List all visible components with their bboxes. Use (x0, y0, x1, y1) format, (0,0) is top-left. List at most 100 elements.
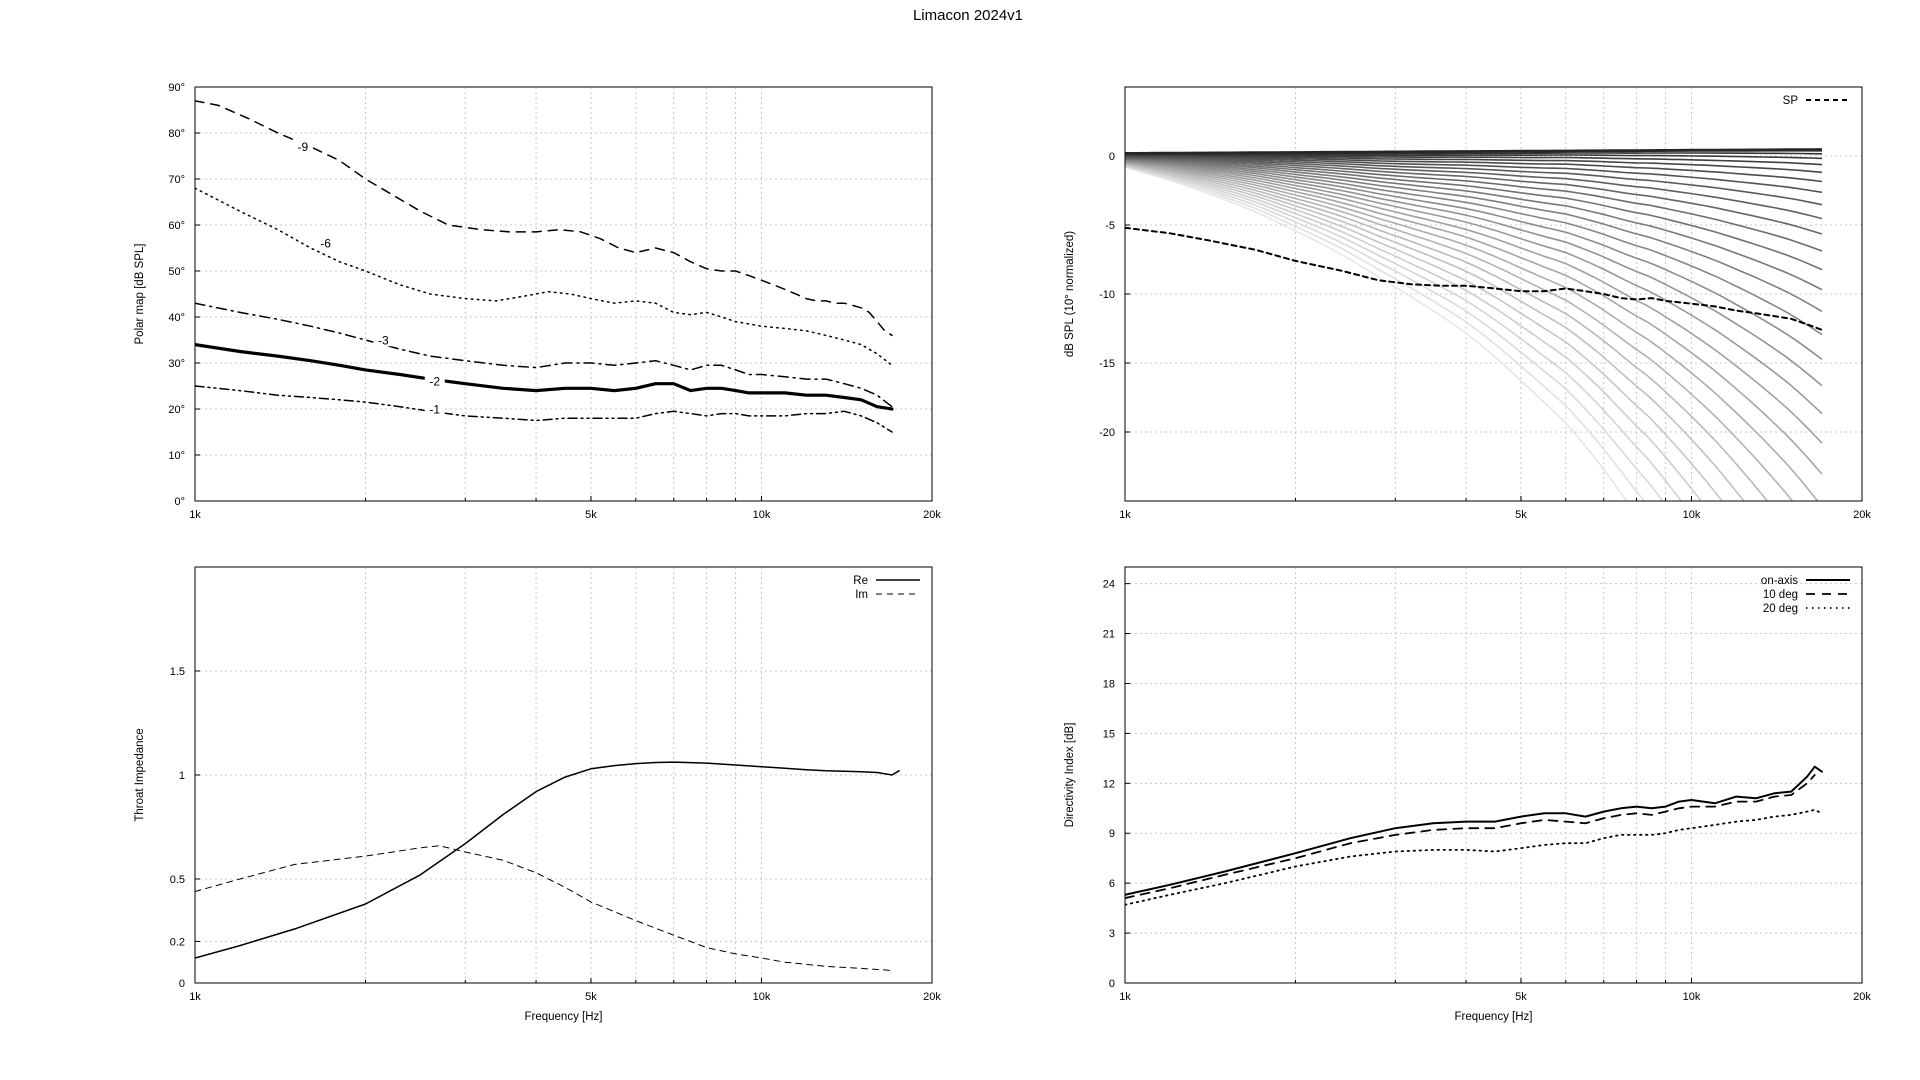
y-tick-label: 0.5 (170, 874, 185, 886)
polar-curve (1125, 157, 1823, 235)
plot-area (1125, 148, 1823, 501)
polar-curve (1125, 166, 1628, 501)
y-axis-label: Throat Impedance (134, 728, 146, 821)
y-tick-label: 60° (168, 220, 185, 232)
x-tick-label: 5k (1515, 509, 1527, 521)
series-line--3 (195, 302, 893, 408)
polar-curve (1125, 156, 1823, 220)
y-tick-label: 90° (168, 82, 185, 94)
y-tick-label: 80° (168, 128, 185, 140)
x-tick-label: 1k (1119, 991, 1131, 1003)
polar-curve (1125, 164, 1683, 501)
y-tick-label: 21 (1103, 629, 1115, 641)
contour-label: -6 (320, 237, 331, 251)
series-line--9 (195, 100, 893, 337)
plot-frame (1124, 566, 1863, 984)
polar-curve (1125, 161, 1823, 475)
y-tick-label: 0 (179, 978, 185, 990)
x-tick-label: 5k (585, 991, 597, 1003)
plot-frame (1124, 86, 1863, 502)
y-tick-label: 40° (168, 312, 185, 324)
polar-curve (1125, 158, 1823, 271)
x-tick-label: 1k (189, 991, 201, 1003)
chart-directivity-index: 1k 5k 10k 20k 0 3 6 9 12 15 18 21 24 Directivity Inde… (1064, 566, 1871, 1023)
polar-curve (1125, 155, 1823, 194)
polar-curve (1125, 163, 1724, 501)
y-axis-label: Polar map [dB SPL] (134, 244, 146, 345)
legend-label: SP (1783, 95, 1799, 107)
x-tick-label: 5k (1515, 991, 1527, 1003)
polar-curve (1125, 163, 1769, 501)
polar-curve (1125, 161, 1823, 444)
y-tick-label: 15 (1103, 728, 1115, 740)
y-tick-label: 0 (1109, 978, 1115, 990)
y-tick-label: 30° (168, 358, 185, 370)
y-tick-label: 12 (1103, 778, 1115, 790)
y-tick-label: 70° (168, 174, 185, 186)
y-tick-label: 20° (168, 404, 185, 416)
page-title: Limacon 2024v1 (913, 7, 1023, 24)
y-tick-label: 18 (1103, 678, 1115, 690)
legend-label: on-axis (1761, 575, 1798, 587)
legend-label: 20 deg (1763, 603, 1798, 615)
polar-curve (1125, 159, 1823, 336)
polar-curve (1125, 158, 1823, 313)
polar-curve (1125, 154, 1823, 174)
y-tick-label: 3 (1109, 928, 1115, 940)
series-line--1 (195, 385, 893, 433)
y-tick-label: 0.2 (170, 936, 185, 948)
series-line--6 (195, 187, 893, 367)
polar-curve (1125, 162, 1819, 501)
x-axis-label: Frequency [Hz] (1455, 1011, 1533, 1023)
series-line-10-deg (1125, 774, 1816, 899)
y-tick-label: -5 (1105, 220, 1115, 232)
x-tick-label: 20k (1853, 509, 1871, 521)
x-tick-label: 5k (585, 509, 597, 521)
x-axis-label: Frequency [Hz] (525, 1011, 603, 1023)
y-tick-label: 0 (1109, 151, 1115, 163)
polar-curve (1125, 165, 1646, 501)
contour-label-bg (315, 236, 336, 250)
x-tick-label: 10k (753, 991, 771, 1003)
polar-curve (1125, 164, 1703, 501)
contour-label-bg (292, 140, 313, 154)
y-tick-label: 6 (1109, 878, 1115, 890)
y-tick-label: -15 (1099, 358, 1115, 370)
y-tick-label: 50° (168, 266, 185, 278)
chart-polar-map: 1k 5k 10k 20k 0° 10° 20° 30° 40° 50° 60° 70° 80° 90° P… (134, 82, 941, 521)
plot-frame (194, 566, 933, 984)
contour-label-bg (424, 402, 445, 416)
polar-curve (1125, 156, 1823, 206)
chart-spl-normalized: 1k 5k 10k 20k -20 -15 -10 -5 0 dB SPL (10° normal… (1064, 86, 1871, 521)
polar-curve (1125, 160, 1823, 415)
polar-curve (1125, 162, 1794, 501)
y-axis-label: Directivity Index [dB] (1064, 723, 1076, 828)
y-tick-label: 9 (1109, 828, 1115, 840)
series-line-im (195, 845, 893, 971)
plot-frame (194, 86, 933, 502)
x-tick-label: 20k (1853, 991, 1871, 1003)
polar-curve (1125, 159, 1823, 361)
series-line-sp (1125, 226, 1823, 331)
contour-label: -3 (378, 333, 389, 347)
x-tick-label: 1k (189, 509, 201, 521)
x-tick-label: 10k (1683, 509, 1701, 521)
plot-area (1125, 765, 1823, 906)
legend-label: 10 deg (1763, 589, 1798, 601)
legend-label: Im (855, 589, 868, 601)
plot-area (195, 100, 894, 433)
contour-label-bg (373, 333, 394, 347)
y-tick-label: 1.5 (170, 666, 185, 678)
series-line--2 (195, 343, 894, 411)
y-tick-label: 10° (168, 450, 185, 462)
x-tick-label: 20k (923, 509, 941, 521)
series-line-re (195, 761, 900, 959)
plot-area (195, 761, 900, 971)
polar-curve (1125, 157, 1823, 252)
x-tick-label: 10k (753, 509, 771, 521)
x-tick-label: 10k (1683, 991, 1701, 1003)
polar-curve (1125, 148, 1823, 155)
polar-curve (1125, 158, 1823, 291)
y-tick-label: -10 (1099, 289, 1115, 301)
